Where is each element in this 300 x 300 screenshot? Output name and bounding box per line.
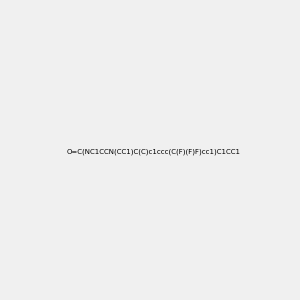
Text: O=C(NC1CCN(CC1)C(C)c1ccc(C(F)(F)F)cc1)C1CC1: O=C(NC1CCN(CC1)C(C)c1ccc(C(F)(F)F)cc1)C1…: [67, 148, 241, 155]
